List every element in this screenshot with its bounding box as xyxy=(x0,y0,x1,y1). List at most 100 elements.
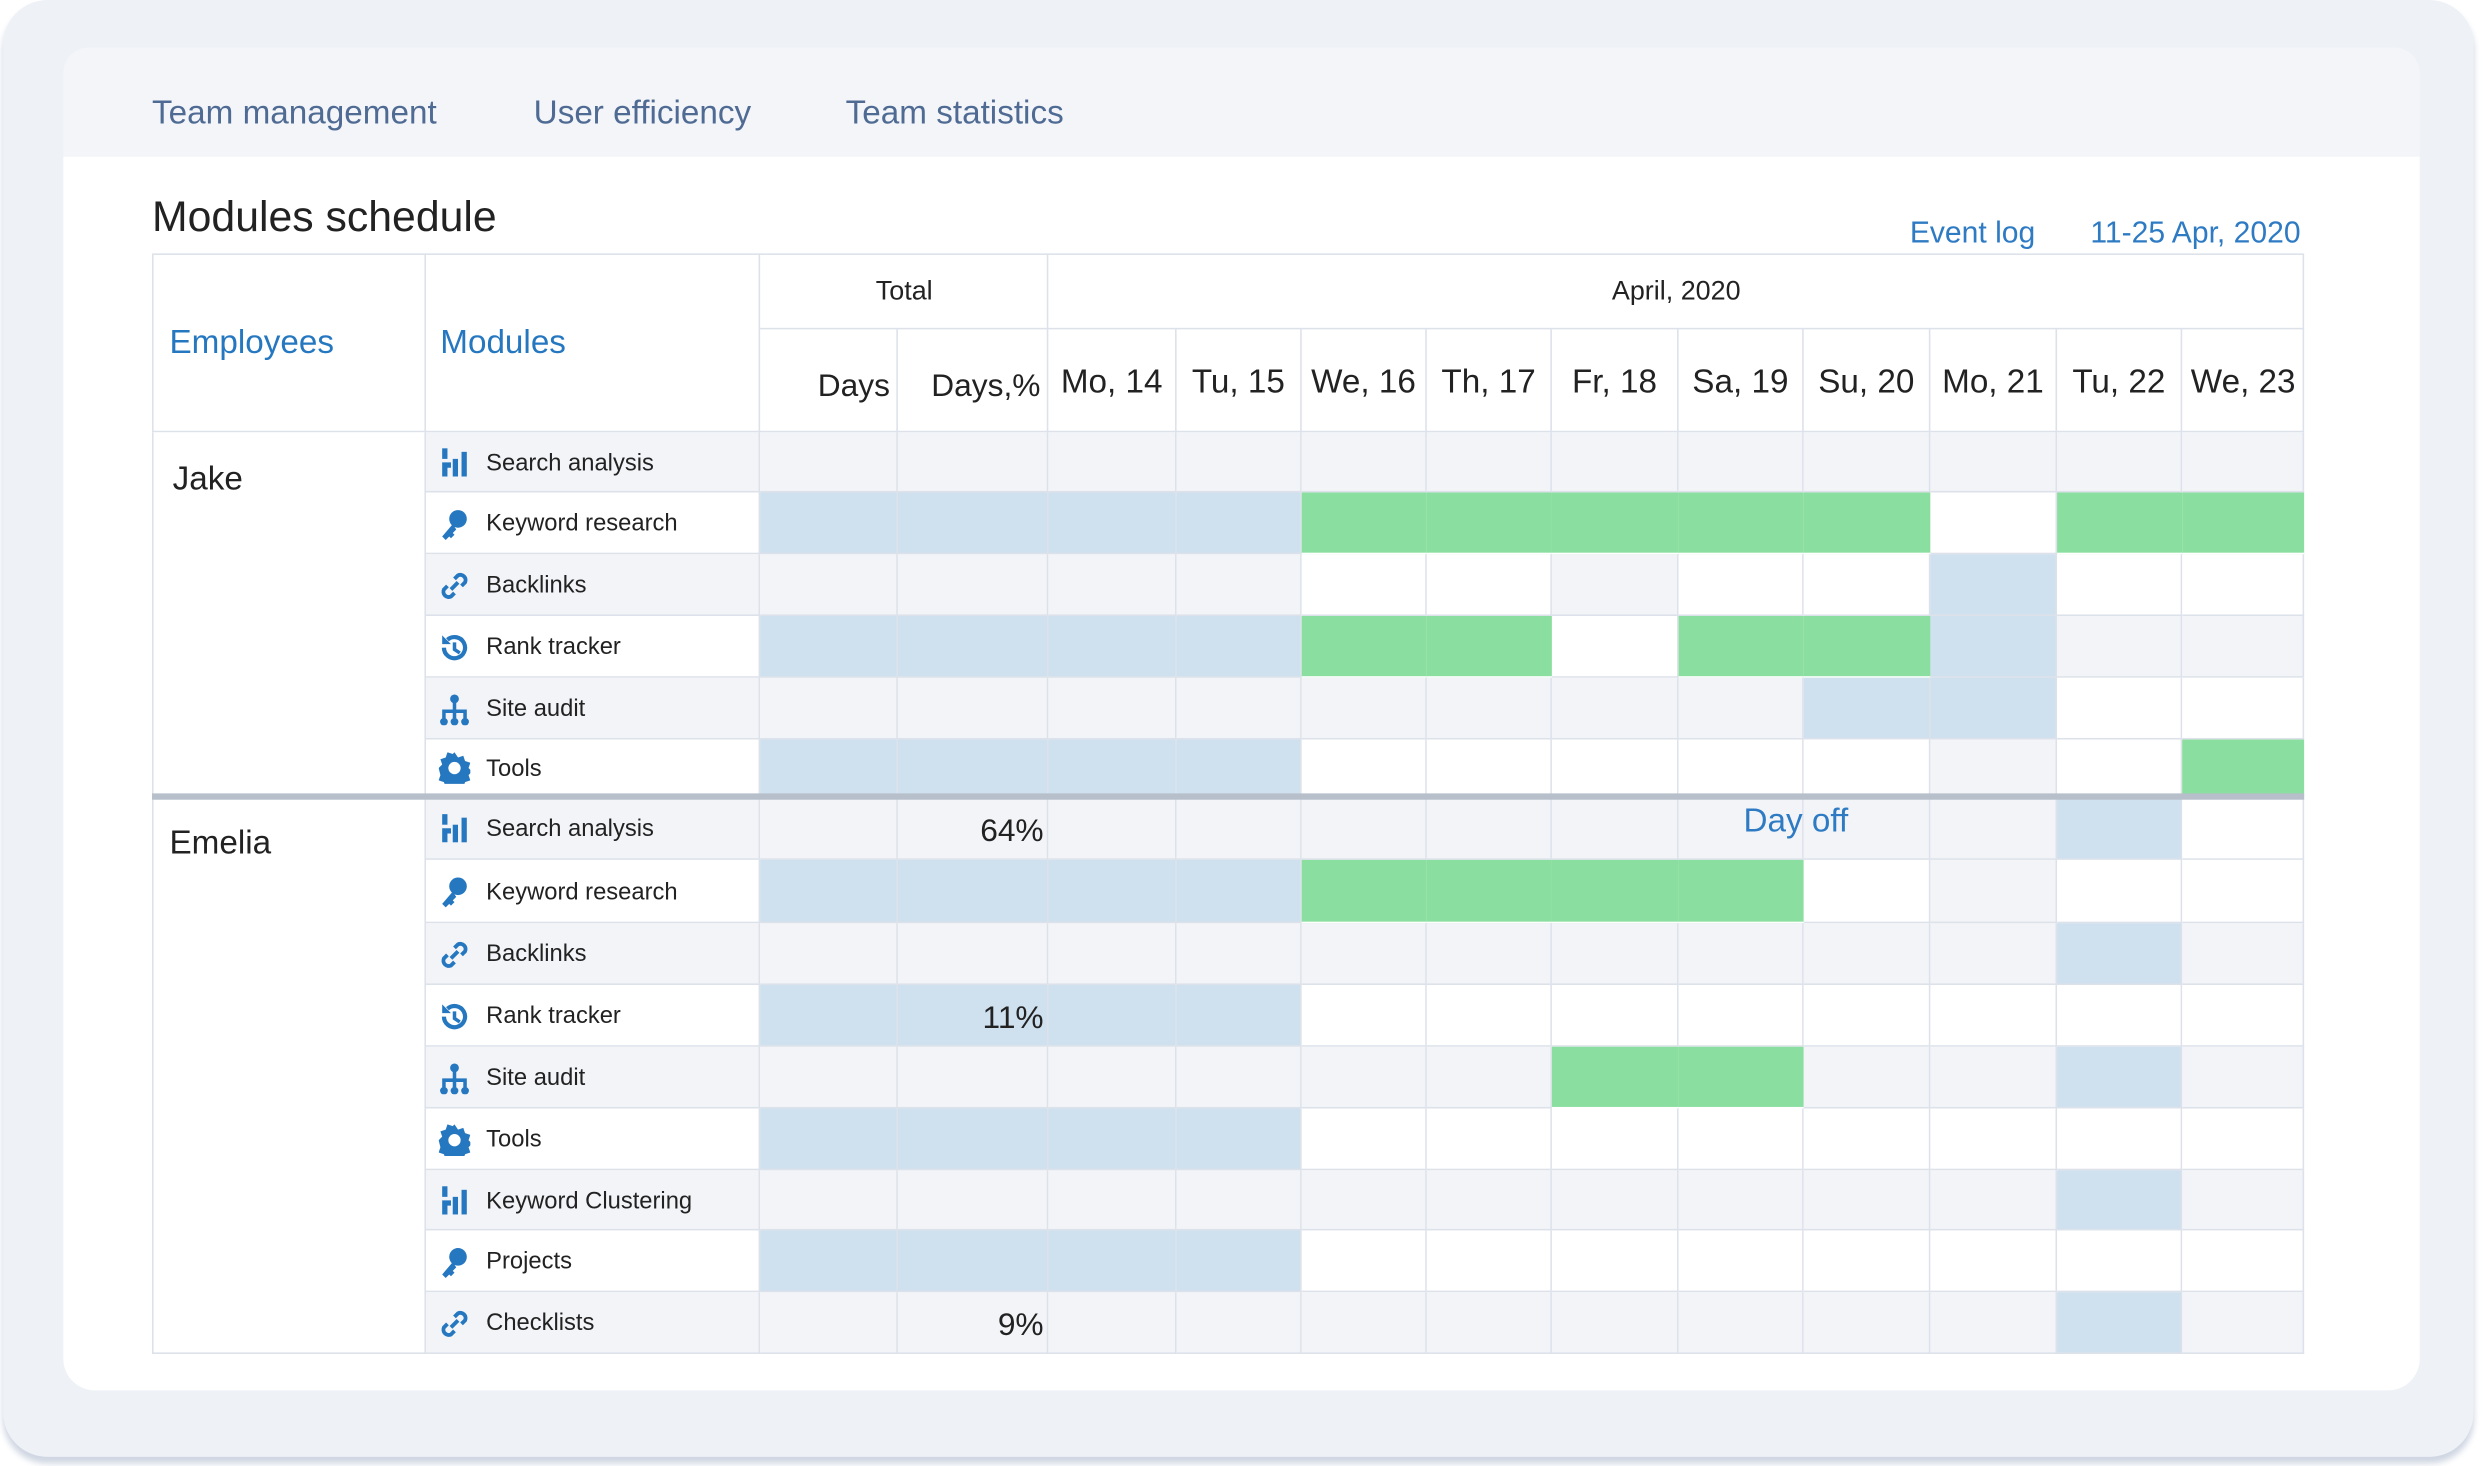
schedule-cell xyxy=(1176,554,1302,617)
schedule-cell xyxy=(897,677,1049,740)
day-header: Mo, 21 xyxy=(1930,329,2058,433)
schedule-cell xyxy=(1176,1170,1302,1231)
schedule-cell xyxy=(760,616,898,678)
group-separator xyxy=(152,793,2305,800)
schedule-cell xyxy=(1803,554,1931,617)
schedule-cell xyxy=(897,1292,1049,1354)
schedule-cell xyxy=(1930,796,2058,860)
tab-strip xyxy=(63,47,2420,159)
schedule-cell xyxy=(1176,923,1302,985)
tab[interactable]: Team management xyxy=(152,95,437,132)
schedule-cell xyxy=(1048,554,1177,617)
employee-name: Jake xyxy=(172,460,243,498)
schedule-cell xyxy=(1048,1046,1177,1109)
schedule-cell xyxy=(2057,554,2183,617)
module-cell xyxy=(425,1170,761,1231)
schedule-cell xyxy=(1176,1230,1302,1293)
module-icon xyxy=(439,1062,471,1094)
module-cell xyxy=(425,796,761,860)
schedule-cell xyxy=(2182,796,2305,860)
schedule-cell xyxy=(2057,492,2183,555)
schedule-cell xyxy=(2182,432,2305,493)
schedule-cell xyxy=(1048,1108,1177,1171)
schedule-cell xyxy=(1930,554,2058,617)
icon xyxy=(441,634,468,660)
schedule-cell xyxy=(1048,616,1177,678)
header-cell xyxy=(152,253,426,433)
schedule-cell xyxy=(1803,616,1931,678)
schedule-cell xyxy=(1048,923,1177,985)
schedule-cell xyxy=(1426,739,1552,797)
module-cell xyxy=(425,432,761,493)
schedule-cell xyxy=(897,432,1049,493)
tab[interactable]: User efficiency xyxy=(533,95,752,132)
schedule-cell xyxy=(1301,616,1427,678)
schedule-cell xyxy=(1176,859,1302,924)
schedule-cell xyxy=(760,739,898,797)
schedule-cell xyxy=(1678,859,1804,924)
schedule-cell xyxy=(1803,859,1931,924)
schedule-cell xyxy=(2057,677,2183,740)
schedule-cell xyxy=(897,1108,1049,1171)
module-icon xyxy=(439,812,471,844)
schedule-cell xyxy=(760,1170,898,1231)
annotation: Day off xyxy=(1743,802,1849,840)
employee-cell xyxy=(152,432,426,797)
schedule-cell xyxy=(897,616,1049,678)
page-title: Modules schedule xyxy=(152,193,497,241)
schedule-cell xyxy=(1678,1170,1804,1231)
link[interactable]: Event log xyxy=(1909,216,2036,251)
schedule-cell xyxy=(2182,923,2305,985)
schedule-cell xyxy=(1048,984,1177,1047)
schedule-cell xyxy=(1176,1046,1302,1109)
icon xyxy=(442,814,467,843)
schedule-cell xyxy=(1551,1046,1679,1109)
module-cell xyxy=(425,554,761,617)
schedule-cell xyxy=(1678,677,1804,740)
schedule-cell xyxy=(2057,1170,2183,1231)
schedule-cell xyxy=(2182,1230,2305,1293)
schedule-cell xyxy=(1551,677,1679,740)
schedule-cell xyxy=(1930,677,2058,740)
icon xyxy=(441,1310,468,1337)
module-name: Keyword research xyxy=(486,509,678,537)
schedule-cell xyxy=(1678,554,1804,617)
link[interactable]: 11-25 Apr, 2020 xyxy=(2090,216,2301,251)
module-cell xyxy=(425,739,761,797)
module-icon xyxy=(439,1000,471,1032)
schedule-cell xyxy=(760,796,898,860)
module-cell xyxy=(425,677,761,740)
schedule-cell xyxy=(897,984,1049,1047)
module-name: Keyword research xyxy=(486,878,678,906)
schedule-cell xyxy=(1426,554,1552,617)
schedule-cell xyxy=(1551,739,1679,797)
module-name: Tools xyxy=(486,754,542,782)
module-name: Rank tracker xyxy=(486,633,621,661)
table-header xyxy=(152,253,2305,433)
schedule-cell xyxy=(1930,859,2058,924)
schedule-cell xyxy=(1803,1170,1931,1231)
schedule-cell xyxy=(2182,739,2305,797)
module-name: Search analysis xyxy=(486,814,654,842)
module-icon xyxy=(439,569,471,601)
day-header: Tu, 22 xyxy=(2057,329,2183,433)
schedule-cell xyxy=(1176,677,1302,740)
schedule-cell xyxy=(1426,616,1552,678)
schedule-cell xyxy=(1803,739,1931,797)
schedule-cell xyxy=(2182,677,2305,740)
schedule-cell xyxy=(2057,796,2183,860)
module-name: Rank tracker xyxy=(486,1002,621,1030)
tab[interactable]: Team statistics xyxy=(845,95,1064,132)
icon xyxy=(442,1186,467,1215)
module-cell xyxy=(425,1230,761,1293)
schedule-cell xyxy=(760,432,898,493)
schedule-cell xyxy=(1048,492,1177,555)
schedule-cell xyxy=(1930,1108,2058,1171)
percent: 9% xyxy=(997,1308,1044,1343)
schedule-cell xyxy=(1803,1108,1931,1171)
schedule-cell xyxy=(1426,1108,1552,1171)
schedule-cell xyxy=(1048,1170,1177,1231)
schedule-cell xyxy=(1803,432,1931,493)
schedule-cell xyxy=(897,739,1049,797)
